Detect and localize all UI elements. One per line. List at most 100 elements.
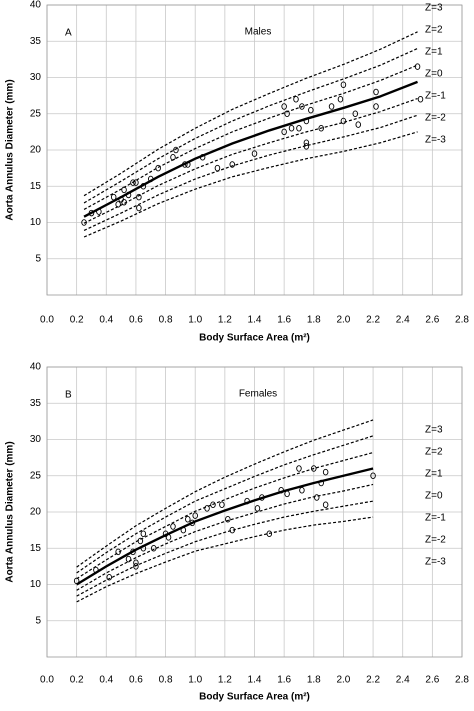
z-label: Z=-2 xyxy=(425,113,446,124)
data-point xyxy=(266,530,273,538)
data-point xyxy=(417,95,424,103)
data-point xyxy=(284,490,290,498)
data-point xyxy=(337,95,344,103)
z-label: Z=-2 xyxy=(425,535,446,546)
x-tick-label: 1.6 xyxy=(277,675,291,686)
x-tick-label: 2.2 xyxy=(366,315,380,326)
data-point xyxy=(288,124,295,132)
z-label: Z=-1 xyxy=(425,513,446,524)
data-point xyxy=(229,526,236,534)
y-tick-label: 30 xyxy=(30,72,42,83)
data-point xyxy=(180,526,187,534)
panel-label: B xyxy=(65,390,72,401)
z-curve xyxy=(76,451,374,580)
data-point xyxy=(322,468,329,476)
data-point xyxy=(147,175,154,183)
data-point xyxy=(352,110,359,117)
y-tick-label: 25 xyxy=(30,470,42,481)
data-point xyxy=(155,164,161,172)
z-label: Z=-1 xyxy=(425,91,446,102)
data-point xyxy=(340,81,347,88)
x-tick-label: 2.4 xyxy=(396,315,410,326)
data-point xyxy=(93,566,99,574)
plot-frame xyxy=(46,4,463,296)
data-point xyxy=(192,512,198,519)
data-point xyxy=(140,182,147,190)
data-point xyxy=(130,179,136,186)
x-tick-label: 2.8 xyxy=(455,675,469,686)
x-tick-label: 0.6 xyxy=(129,315,143,326)
chart-title: Males xyxy=(245,27,272,38)
x-tick-label: 0.0 xyxy=(40,315,54,326)
z-label: Z=1 xyxy=(425,469,443,480)
x-tick-label: 1.8 xyxy=(307,675,321,686)
data-point xyxy=(88,209,95,217)
y-tick-label: 5 xyxy=(35,615,41,626)
data-point xyxy=(189,519,195,527)
z-label: Z=1 xyxy=(425,47,443,58)
z-curve xyxy=(83,80,418,218)
data-point xyxy=(296,124,302,132)
data-point xyxy=(244,497,250,505)
data-point xyxy=(373,103,379,110)
data-point xyxy=(73,577,80,585)
data-point xyxy=(303,117,310,125)
x-tick-label: 2.6 xyxy=(425,675,439,686)
data-point xyxy=(284,110,290,117)
data-point xyxy=(125,555,132,563)
data-point xyxy=(414,63,421,70)
z-label: Z=3 xyxy=(425,3,443,14)
data-point xyxy=(281,128,287,136)
x-tick-label: 1.8 xyxy=(307,315,321,326)
z-label: Z=2 xyxy=(425,447,443,458)
y-tick-label: 15 xyxy=(30,181,42,192)
y-tick-label: 10 xyxy=(30,217,42,228)
y-tick-label: 20 xyxy=(30,145,42,156)
x-tick-label: 0.8 xyxy=(159,675,173,686)
data-point xyxy=(259,494,265,501)
data-point xyxy=(299,103,305,110)
data-point xyxy=(121,186,127,194)
data-point xyxy=(106,574,112,581)
z-label: Z=2 xyxy=(425,25,443,36)
data-point xyxy=(322,501,329,509)
data-point xyxy=(303,139,310,146)
data-point xyxy=(133,179,139,186)
y-tick-label: 20 xyxy=(30,507,42,518)
x-tick-label: 0.8 xyxy=(159,315,173,326)
x-tick-label: 0.4 xyxy=(99,315,113,326)
x-tick-label: 1.2 xyxy=(218,315,232,326)
data-point xyxy=(150,545,157,552)
data-point xyxy=(110,193,117,201)
chart-title: Females xyxy=(239,389,277,400)
data-point xyxy=(130,548,136,556)
data-point xyxy=(170,523,176,530)
data-point xyxy=(173,146,179,154)
data-point xyxy=(137,537,144,545)
data-point xyxy=(278,487,284,494)
x-tick-label: 0.2 xyxy=(70,315,84,326)
x-tick-label: 0.2 xyxy=(70,675,84,686)
y-tick-label: 10 xyxy=(30,579,42,590)
data-point xyxy=(225,516,231,523)
x-tick-label: 0.0 xyxy=(40,675,54,686)
data-point xyxy=(311,465,317,472)
data-point xyxy=(303,143,310,150)
x-axis-title: Body Surface Area (m²) xyxy=(199,333,310,344)
data-point xyxy=(299,487,305,494)
y-tick-label: 40 xyxy=(30,0,42,11)
plot-frame xyxy=(46,366,463,658)
z-label: Z=0 xyxy=(425,491,443,502)
data-point xyxy=(318,479,324,487)
z-curve xyxy=(76,516,374,603)
data-point xyxy=(340,117,347,125)
data-point xyxy=(314,494,320,501)
z-curve xyxy=(76,500,374,597)
z-label: Z=3 xyxy=(425,425,443,436)
x-tick-label: 2.0 xyxy=(336,675,350,686)
data-point xyxy=(170,153,176,161)
z-curve xyxy=(83,114,418,232)
data-point xyxy=(210,501,216,509)
y-tick-label: 35 xyxy=(30,398,42,409)
